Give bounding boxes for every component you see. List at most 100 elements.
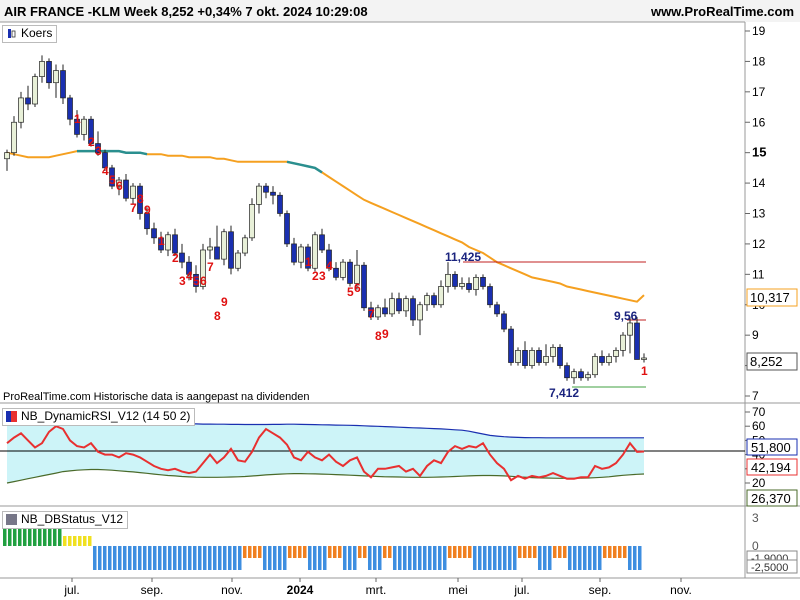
x-tick-jul.: jul. xyxy=(63,583,79,597)
annotation-9,56: 9,56 xyxy=(614,309,638,323)
status-bar xyxy=(128,546,132,570)
candle xyxy=(144,207,150,235)
status-bar xyxy=(513,546,517,570)
x-tick-nov.: nov. xyxy=(221,583,243,597)
x-tick-jul.: jul. xyxy=(513,583,529,597)
candle xyxy=(277,192,283,217)
candle-body xyxy=(613,350,619,357)
indicator-icon xyxy=(6,411,17,422)
status-bar xyxy=(578,546,582,570)
rsi-panel-title[interactable]: NB_DynamicRSI_V12 (14 50 2) xyxy=(2,408,196,426)
status-bar xyxy=(353,546,357,570)
status-bar xyxy=(543,546,547,570)
status-bar xyxy=(218,546,222,570)
status-bar xyxy=(113,546,117,570)
candle xyxy=(620,332,626,357)
status-bar xyxy=(253,546,257,558)
candle-body xyxy=(501,313,507,330)
candle-body xyxy=(354,264,360,284)
price-tick-13: 13 xyxy=(752,207,766,221)
candle xyxy=(571,368,577,384)
candle-body xyxy=(60,70,66,99)
candle-body xyxy=(445,273,451,287)
dividend-footnote: ProRealTime.com Historische data is aang… xyxy=(3,391,310,403)
status-bar xyxy=(73,536,77,546)
count-label: 9 xyxy=(382,327,389,341)
status-bar xyxy=(193,546,197,570)
status-bar xyxy=(13,529,17,546)
status-bar xyxy=(348,546,352,570)
candle-body xyxy=(284,213,290,245)
status-bar xyxy=(233,546,237,570)
status-bar xyxy=(28,529,32,546)
histogram-icon xyxy=(6,514,17,525)
status-bar xyxy=(143,546,147,570)
candle-body xyxy=(634,322,640,360)
price-tick-7: 7 xyxy=(752,389,759,403)
candle xyxy=(368,301,374,320)
price-panel-title[interactable]: Koers xyxy=(2,25,58,43)
status-tick-0: 0 xyxy=(752,539,759,553)
price-tag-8,252: 8,252 xyxy=(750,354,783,369)
status-bar xyxy=(3,529,7,546)
status-panel-label: NB_DBStatus_V12 xyxy=(21,512,124,526)
status-bar xyxy=(208,546,212,570)
candle-body xyxy=(459,283,465,287)
count-label: 3 xyxy=(319,269,326,283)
candle xyxy=(18,91,24,129)
candle xyxy=(116,177,122,196)
candle-body xyxy=(529,350,535,366)
status-bar xyxy=(488,546,492,570)
site-link[interactable]: www.ProRealTime.com xyxy=(650,4,794,19)
status-bar xyxy=(518,546,522,558)
status-tick-3: 3 xyxy=(752,511,759,525)
candle xyxy=(536,347,542,366)
candle xyxy=(67,94,73,126)
candle-body xyxy=(102,152,108,169)
status-bar xyxy=(328,546,332,558)
candle xyxy=(207,237,213,260)
candle-body xyxy=(585,374,591,379)
status-bar xyxy=(313,546,317,570)
status-bar xyxy=(68,536,72,546)
candle-body xyxy=(32,76,38,105)
candle-body xyxy=(123,179,129,199)
status-bar xyxy=(433,546,437,570)
status-bar xyxy=(363,546,367,558)
candle xyxy=(599,350,605,366)
count-label: 1 xyxy=(158,234,165,248)
candle xyxy=(564,362,570,381)
status-bar xyxy=(498,546,502,570)
candle-body xyxy=(179,252,185,263)
candle xyxy=(375,304,381,320)
status-bar xyxy=(23,529,27,546)
candle-body xyxy=(599,356,605,363)
status-bar xyxy=(98,546,102,570)
status-bar xyxy=(528,546,532,558)
status-bar xyxy=(78,536,82,546)
price-tick-19: 19 xyxy=(752,24,766,38)
price-panel-label: Koers xyxy=(21,26,53,40)
status-bar xyxy=(268,546,272,570)
status-bar xyxy=(408,546,412,570)
candle-body xyxy=(88,118,94,144)
candle-body xyxy=(109,167,115,187)
candle xyxy=(445,262,451,293)
candle xyxy=(431,292,437,308)
price-tick-11: 11 xyxy=(752,267,765,281)
panel-frames xyxy=(0,21,800,579)
status-panel-title[interactable]: NB_DBStatus_V12 xyxy=(2,511,129,529)
candle xyxy=(298,243,304,269)
candle xyxy=(424,292,430,311)
candle xyxy=(473,274,479,296)
candle xyxy=(326,243,332,272)
candle xyxy=(396,292,402,314)
rsi-value-box xyxy=(746,489,798,507)
status-bar xyxy=(103,546,107,570)
x-tick-mei: mei xyxy=(448,583,467,597)
candle xyxy=(109,164,115,190)
status-bar xyxy=(278,546,282,570)
candle xyxy=(137,183,143,220)
